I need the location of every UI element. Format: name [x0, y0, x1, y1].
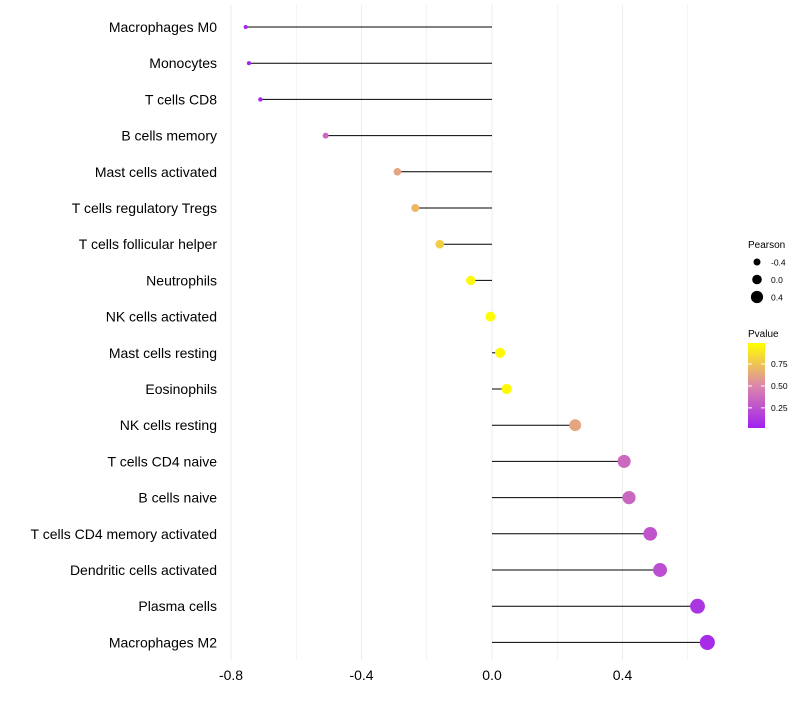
lollipop-dot — [435, 239, 445, 249]
colorbar-tick-label: 0.25 — [771, 403, 788, 413]
size-legend-title: Pearson — [748, 240, 785, 251]
pvalue-colorbar — [748, 343, 765, 428]
category-label: T cells CD4 memory activated — [31, 526, 217, 542]
color-legend-title: Pvalue — [748, 329, 779, 340]
size-legend-label: -0.4 — [771, 258, 786, 268]
size-legend-dot — [753, 258, 761, 266]
lollipop-dot — [643, 526, 658, 541]
y-axis-labels: Macrophages M0 Monocytes T cells CD8 B cell… — [31, 19, 218, 650]
category-label: B cells memory — [121, 128, 217, 144]
x-tick-label: 0.0 — [482, 667, 502, 683]
lollipop-dot — [495, 347, 506, 358]
lollipop-dot — [622, 491, 636, 505]
category-label: Neutrophils — [146, 272, 217, 288]
x-tick-label: -0.8 — [219, 667, 243, 683]
size-legend-label: 0.0 — [771, 275, 783, 285]
category-label: T cells CD4 naive — [108, 453, 218, 469]
size-legend-dot — [750, 290, 764, 304]
x-axis-labels: -0.8 -0.4 0.0 0.4 — [219, 667, 633, 683]
dot-layer — [243, 24, 715, 650]
stem-layer — [245, 26, 708, 643]
grid-layer — [230, 5, 689, 660]
category-label: Macrophages M0 — [109, 19, 217, 35]
lollipop-dot — [653, 563, 667, 577]
lollipop-dot — [393, 167, 402, 176]
lollipop-dot — [617, 454, 631, 468]
lollipop-dot — [485, 311, 496, 322]
x-tick-label: -0.4 — [349, 667, 373, 683]
lollipop-dot — [466, 275, 476, 286]
category-label: Plasma cells — [138, 598, 217, 614]
category-label: B cells naive — [138, 490, 217, 506]
category-label: Mast cells activated — [95, 164, 217, 180]
lollipop-dot — [690, 598, 705, 614]
lollipop-dot — [258, 97, 263, 102]
colorbar-tick-label: 0.75 — [771, 359, 788, 369]
lollipop-dot — [699, 634, 715, 650]
category-label: Dendritic cells activated — [70, 562, 217, 578]
lollipop-dot — [322, 132, 329, 139]
category-label: Eosinophils — [145, 381, 217, 397]
category-label: T cells follicular helper — [79, 236, 218, 252]
category-label: NK cells resting — [120, 417, 217, 433]
size-legend-dot — [752, 274, 762, 285]
category-label: Mast cells resting — [109, 345, 217, 361]
category-label: Monocytes — [149, 55, 217, 71]
category-label: T cells regulatory Tregs — [72, 200, 217, 216]
lollipop-dot — [246, 61, 252, 66]
lollipop-dot — [501, 383, 512, 395]
x-tick-label: 0.4 — [613, 667, 633, 683]
size-legend-label: 0.4 — [771, 293, 783, 303]
lollipop-dot — [569, 419, 582, 432]
lollipop-dot — [411, 203, 420, 213]
legend: Pearson Pvalue -0.4 0.0 0.4 0.75 0.50 0.25 — [748, 240, 788, 428]
category-label: Macrophages M2 — [109, 634, 217, 650]
colorbar-tick-label: 0.50 — [771, 381, 788, 391]
category-label: T cells CD8 — [145, 91, 217, 107]
lollipop-dot — [243, 24, 248, 30]
category-label: NK cells activated — [106, 309, 217, 325]
